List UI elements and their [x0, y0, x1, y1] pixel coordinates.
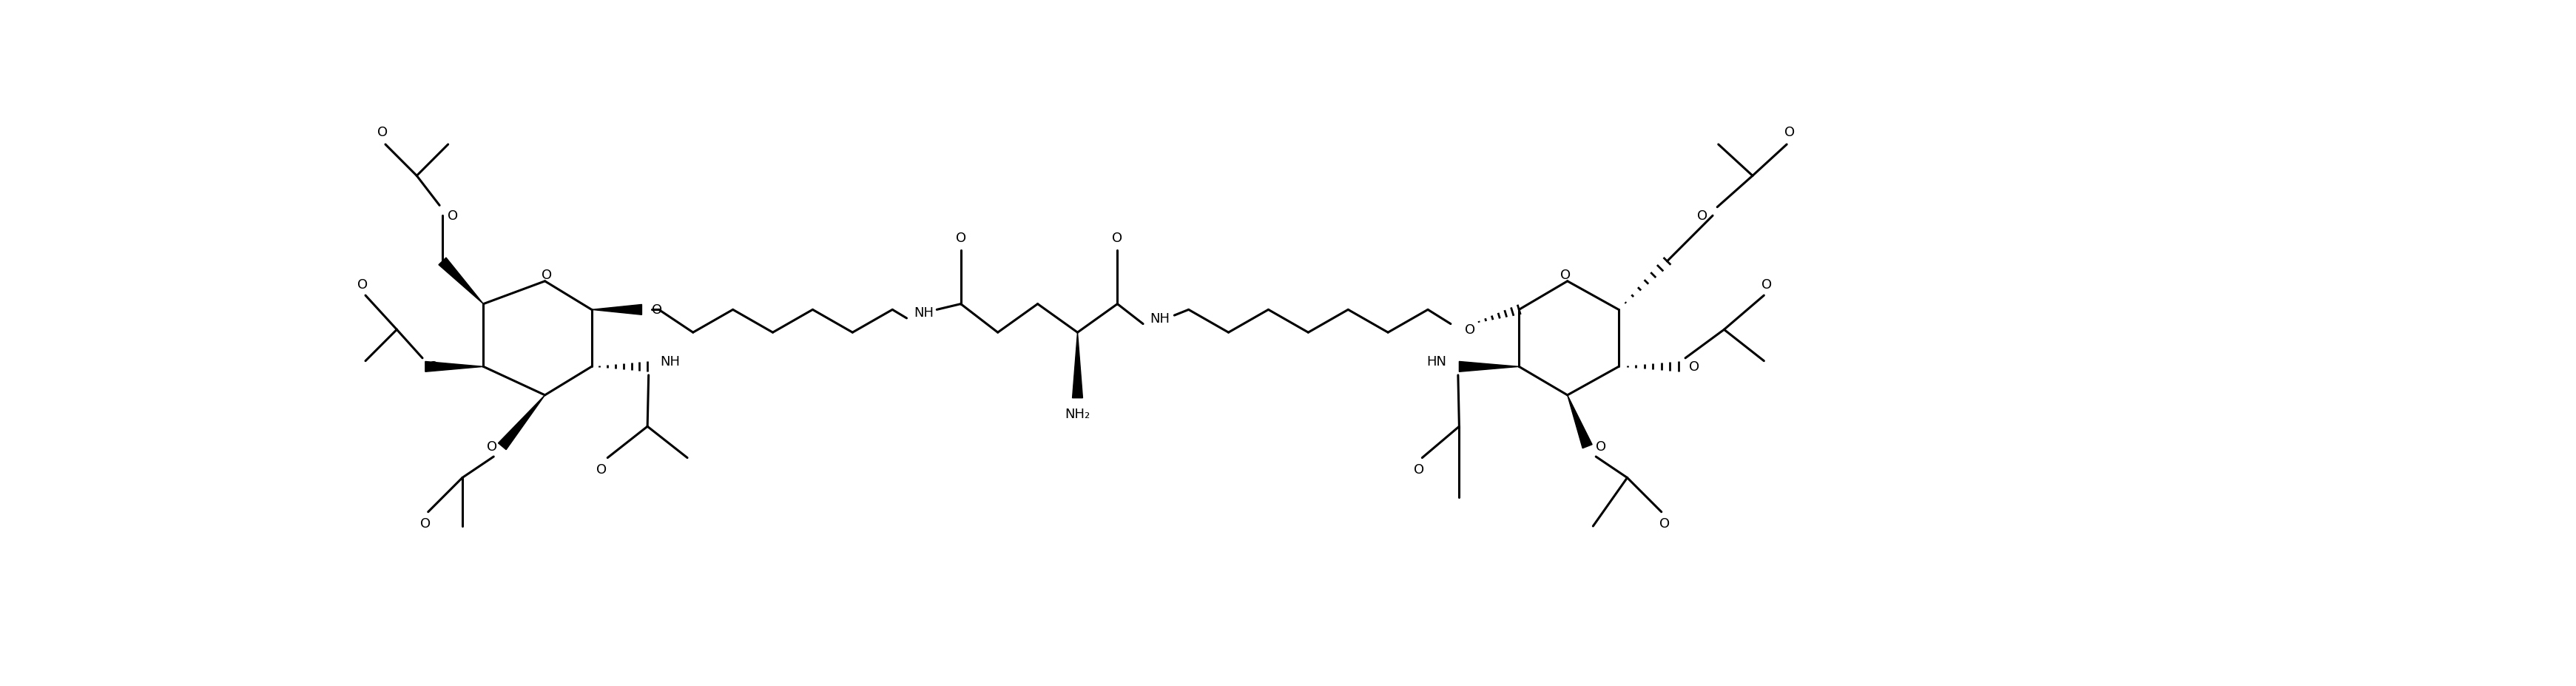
- Text: O: O: [1113, 231, 1123, 244]
- Text: O: O: [358, 278, 368, 291]
- Text: O: O: [541, 268, 551, 281]
- Polygon shape: [497, 395, 546, 450]
- Text: O: O: [1698, 209, 1708, 223]
- Text: O: O: [1466, 323, 1476, 337]
- Text: O: O: [448, 209, 459, 223]
- Text: O: O: [487, 440, 497, 453]
- Polygon shape: [1072, 333, 1082, 399]
- Text: NH₂: NH₂: [1064, 407, 1090, 421]
- Text: O: O: [376, 126, 389, 139]
- Polygon shape: [1566, 395, 1592, 449]
- Text: O: O: [1414, 463, 1425, 476]
- Polygon shape: [425, 362, 484, 372]
- Text: O: O: [1659, 517, 1669, 530]
- Text: O: O: [420, 517, 430, 530]
- Text: HN: HN: [1427, 355, 1448, 368]
- Text: O: O: [1785, 126, 1795, 139]
- Text: NH: NH: [659, 355, 680, 368]
- Text: O: O: [598, 463, 608, 476]
- Text: NH: NH: [1149, 312, 1170, 325]
- Text: NH: NH: [914, 306, 933, 320]
- Text: O: O: [1561, 268, 1571, 281]
- Text: O: O: [1762, 278, 1772, 291]
- Text: O: O: [428, 360, 438, 374]
- Polygon shape: [438, 258, 484, 305]
- Text: O: O: [652, 303, 662, 317]
- Text: O: O: [1690, 360, 1700, 374]
- Text: O: O: [1597, 440, 1607, 453]
- Polygon shape: [1458, 362, 1520, 372]
- Text: O: O: [956, 231, 966, 244]
- Polygon shape: [592, 305, 641, 315]
